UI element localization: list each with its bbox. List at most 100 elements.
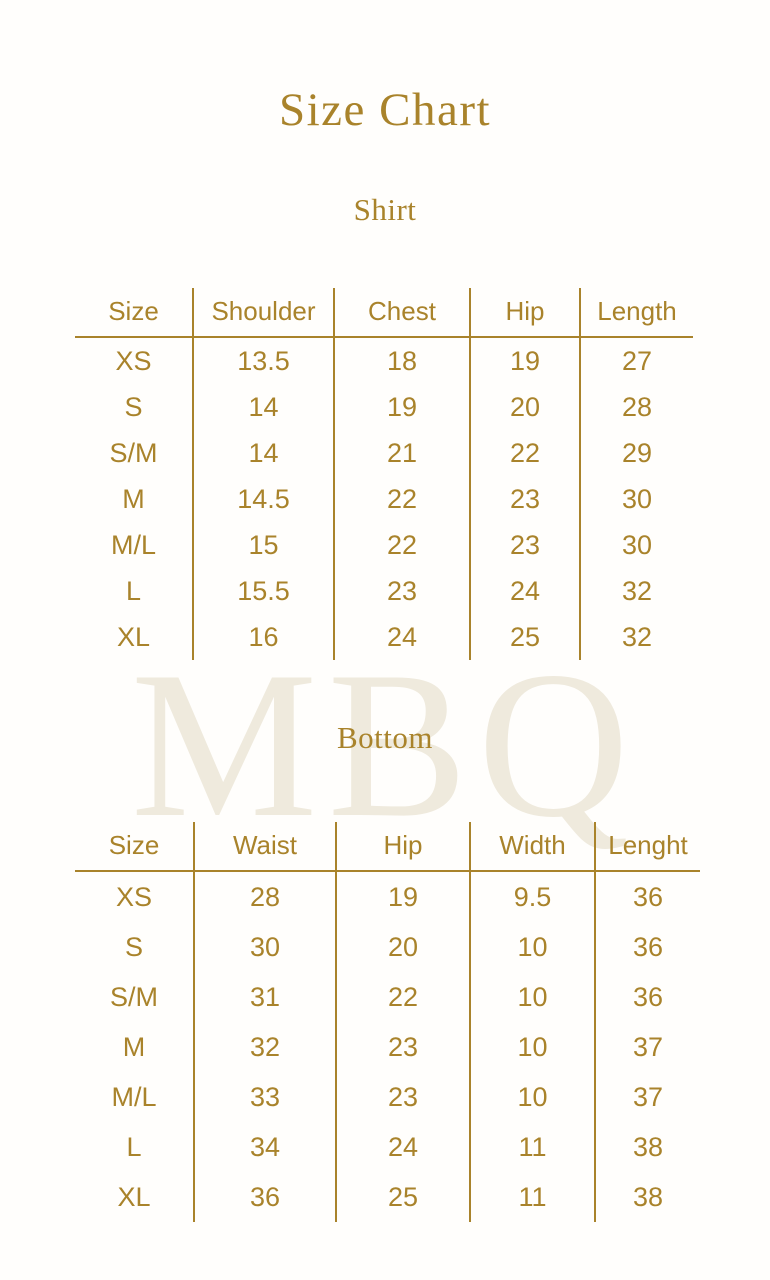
- cell-waist: 30: [194, 922, 337, 972]
- cell-size: M/L: [75, 522, 194, 568]
- table-row: S/M 14 21 22 29: [75, 430, 693, 476]
- cell-shoulder: 14.5: [193, 476, 335, 522]
- column-header-hip: Hip: [336, 822, 471, 872]
- cell-width: 10: [470, 1022, 596, 1072]
- table-row: L 34 24 11 38: [75, 1122, 700, 1172]
- table-header-row: Size Shoulder Chest Hip Length: [75, 288, 693, 338]
- cell-size: S: [75, 922, 195, 972]
- cell-chest: 19: [334, 384, 471, 430]
- column-header-size: Size: [75, 288, 194, 338]
- cell-shoulder: 14: [193, 384, 335, 430]
- table-row: XL 16 24 25 32: [75, 614, 693, 660]
- cell-waist: 36: [194, 1172, 337, 1222]
- cell-size: XL: [75, 614, 194, 660]
- cell-shoulder: 15: [193, 522, 335, 568]
- cell-hip: 23: [336, 1022, 471, 1072]
- cell-lenght: 37: [632, 1081, 664, 1112]
- cell-hip: 24: [336, 1122, 471, 1172]
- table-row: L 15.5 23 24 32: [75, 568, 693, 614]
- cell-size: S/M: [75, 430, 194, 476]
- cell-hip: 25: [336, 1172, 471, 1222]
- section-heading-shirt: Shirt: [353, 192, 417, 227]
- brand-watermark: MBQ: [130, 629, 640, 861]
- cell-size: XS: [75, 871, 195, 922]
- table-row: M/L 33 23 10 37: [75, 1072, 700, 1122]
- cell-hip: 23: [336, 1072, 471, 1122]
- cell-shoulder: 14: [193, 430, 335, 476]
- cell-size: M: [75, 1022, 195, 1072]
- cell-chest: 24: [334, 614, 471, 660]
- cell-shoulder: 15.5: [193, 568, 335, 614]
- table-row: XS 28 19 9.5 36: [75, 871, 700, 922]
- cell-hip: 19: [336, 871, 471, 922]
- cell-chest: 22: [334, 476, 471, 522]
- page-title: Size Chart: [278, 84, 492, 136]
- cell-width: 11: [470, 1122, 596, 1172]
- table-row: M/L 15 22 23 30: [75, 522, 693, 568]
- cell-lenght: 36: [632, 981, 664, 1012]
- cell-width: 10: [470, 972, 596, 1022]
- cell-length: 29: [621, 437, 653, 468]
- section-heading-bottom: Bottom: [336, 720, 433, 755]
- cell-shoulder: 16: [193, 614, 335, 660]
- cell-waist: 34: [194, 1122, 337, 1172]
- cell-width: 10: [470, 922, 596, 972]
- table-row: M 32 23 10 37: [75, 1022, 700, 1072]
- cell-length: 30: [621, 529, 653, 560]
- cell-length: 32: [621, 575, 653, 606]
- cell-chest: 18: [334, 337, 471, 384]
- cell-length: 32: [621, 621, 653, 652]
- table-row: S 30 20 10 36: [75, 922, 700, 972]
- cell-shoulder: 13.5: [193, 337, 335, 384]
- cell-chest: 22: [334, 522, 471, 568]
- column-header-chest: Chest: [334, 288, 471, 338]
- cell-width: 11: [470, 1172, 596, 1222]
- table-header-row: Size Waist Hip Width Lenght: [75, 822, 700, 872]
- table-row: S 14 19 20 28: [75, 384, 693, 430]
- cell-waist: 33: [194, 1072, 337, 1122]
- cell-size: S/M: [75, 972, 195, 1022]
- column-header-shoulder: Shoulder: [193, 288, 335, 338]
- cell-waist: 32: [194, 1022, 337, 1072]
- cell-size: XS: [75, 337, 194, 384]
- cell-hip: 22: [470, 430, 581, 476]
- cell-hip: 20: [336, 922, 471, 972]
- cell-hip: 23: [470, 522, 581, 568]
- shirt-size-table: Size Shoulder Chest Hip Length XS 13.5 1…: [75, 288, 693, 660]
- column-header-width: Width: [470, 822, 596, 872]
- cell-size: XL: [75, 1172, 195, 1222]
- cell-hip: 24: [470, 568, 581, 614]
- cell-waist: 28: [194, 871, 337, 922]
- cell-hip: 19: [470, 337, 581, 384]
- cell-length: 27: [621, 345, 653, 376]
- cell-hip: 23: [470, 476, 581, 522]
- table-row: XS 13.5 18 19 27: [75, 337, 693, 384]
- cell-size: S: [75, 384, 194, 430]
- cell-length: 30: [621, 483, 653, 514]
- cell-length: 28: [621, 391, 653, 422]
- table-row: M 14.5 22 23 30: [75, 476, 693, 522]
- cell-size: M/L: [75, 1072, 195, 1122]
- cell-size: L: [75, 568, 194, 614]
- cell-lenght: 38: [632, 1181, 664, 1212]
- cell-lenght: 38: [632, 1131, 664, 1162]
- cell-lenght: 36: [632, 881, 664, 912]
- column-header-hip: Hip: [470, 288, 581, 338]
- cell-waist: 31: [194, 972, 337, 1022]
- cell-size: L: [75, 1122, 195, 1172]
- table-row: S/M 31 22 10 36: [75, 972, 700, 1022]
- table-row: XL 36 25 11 38: [75, 1172, 700, 1222]
- column-header-length: Length: [580, 288, 693, 338]
- cell-hip: 22: [336, 972, 471, 1022]
- column-header-waist: Waist: [194, 822, 337, 872]
- cell-chest: 21: [334, 430, 471, 476]
- column-header-lenght: Lenght: [595, 822, 700, 872]
- cell-chest: 23: [334, 568, 471, 614]
- cell-hip: 25: [470, 614, 581, 660]
- cell-width: 10: [470, 1072, 596, 1122]
- cell-size: M: [75, 476, 194, 522]
- bottom-size-table: Size Waist Hip Width Lenght XS 28 19 9.5…: [75, 822, 700, 1222]
- cell-lenght: 36: [632, 931, 664, 962]
- cell-width: 9.5: [470, 871, 596, 922]
